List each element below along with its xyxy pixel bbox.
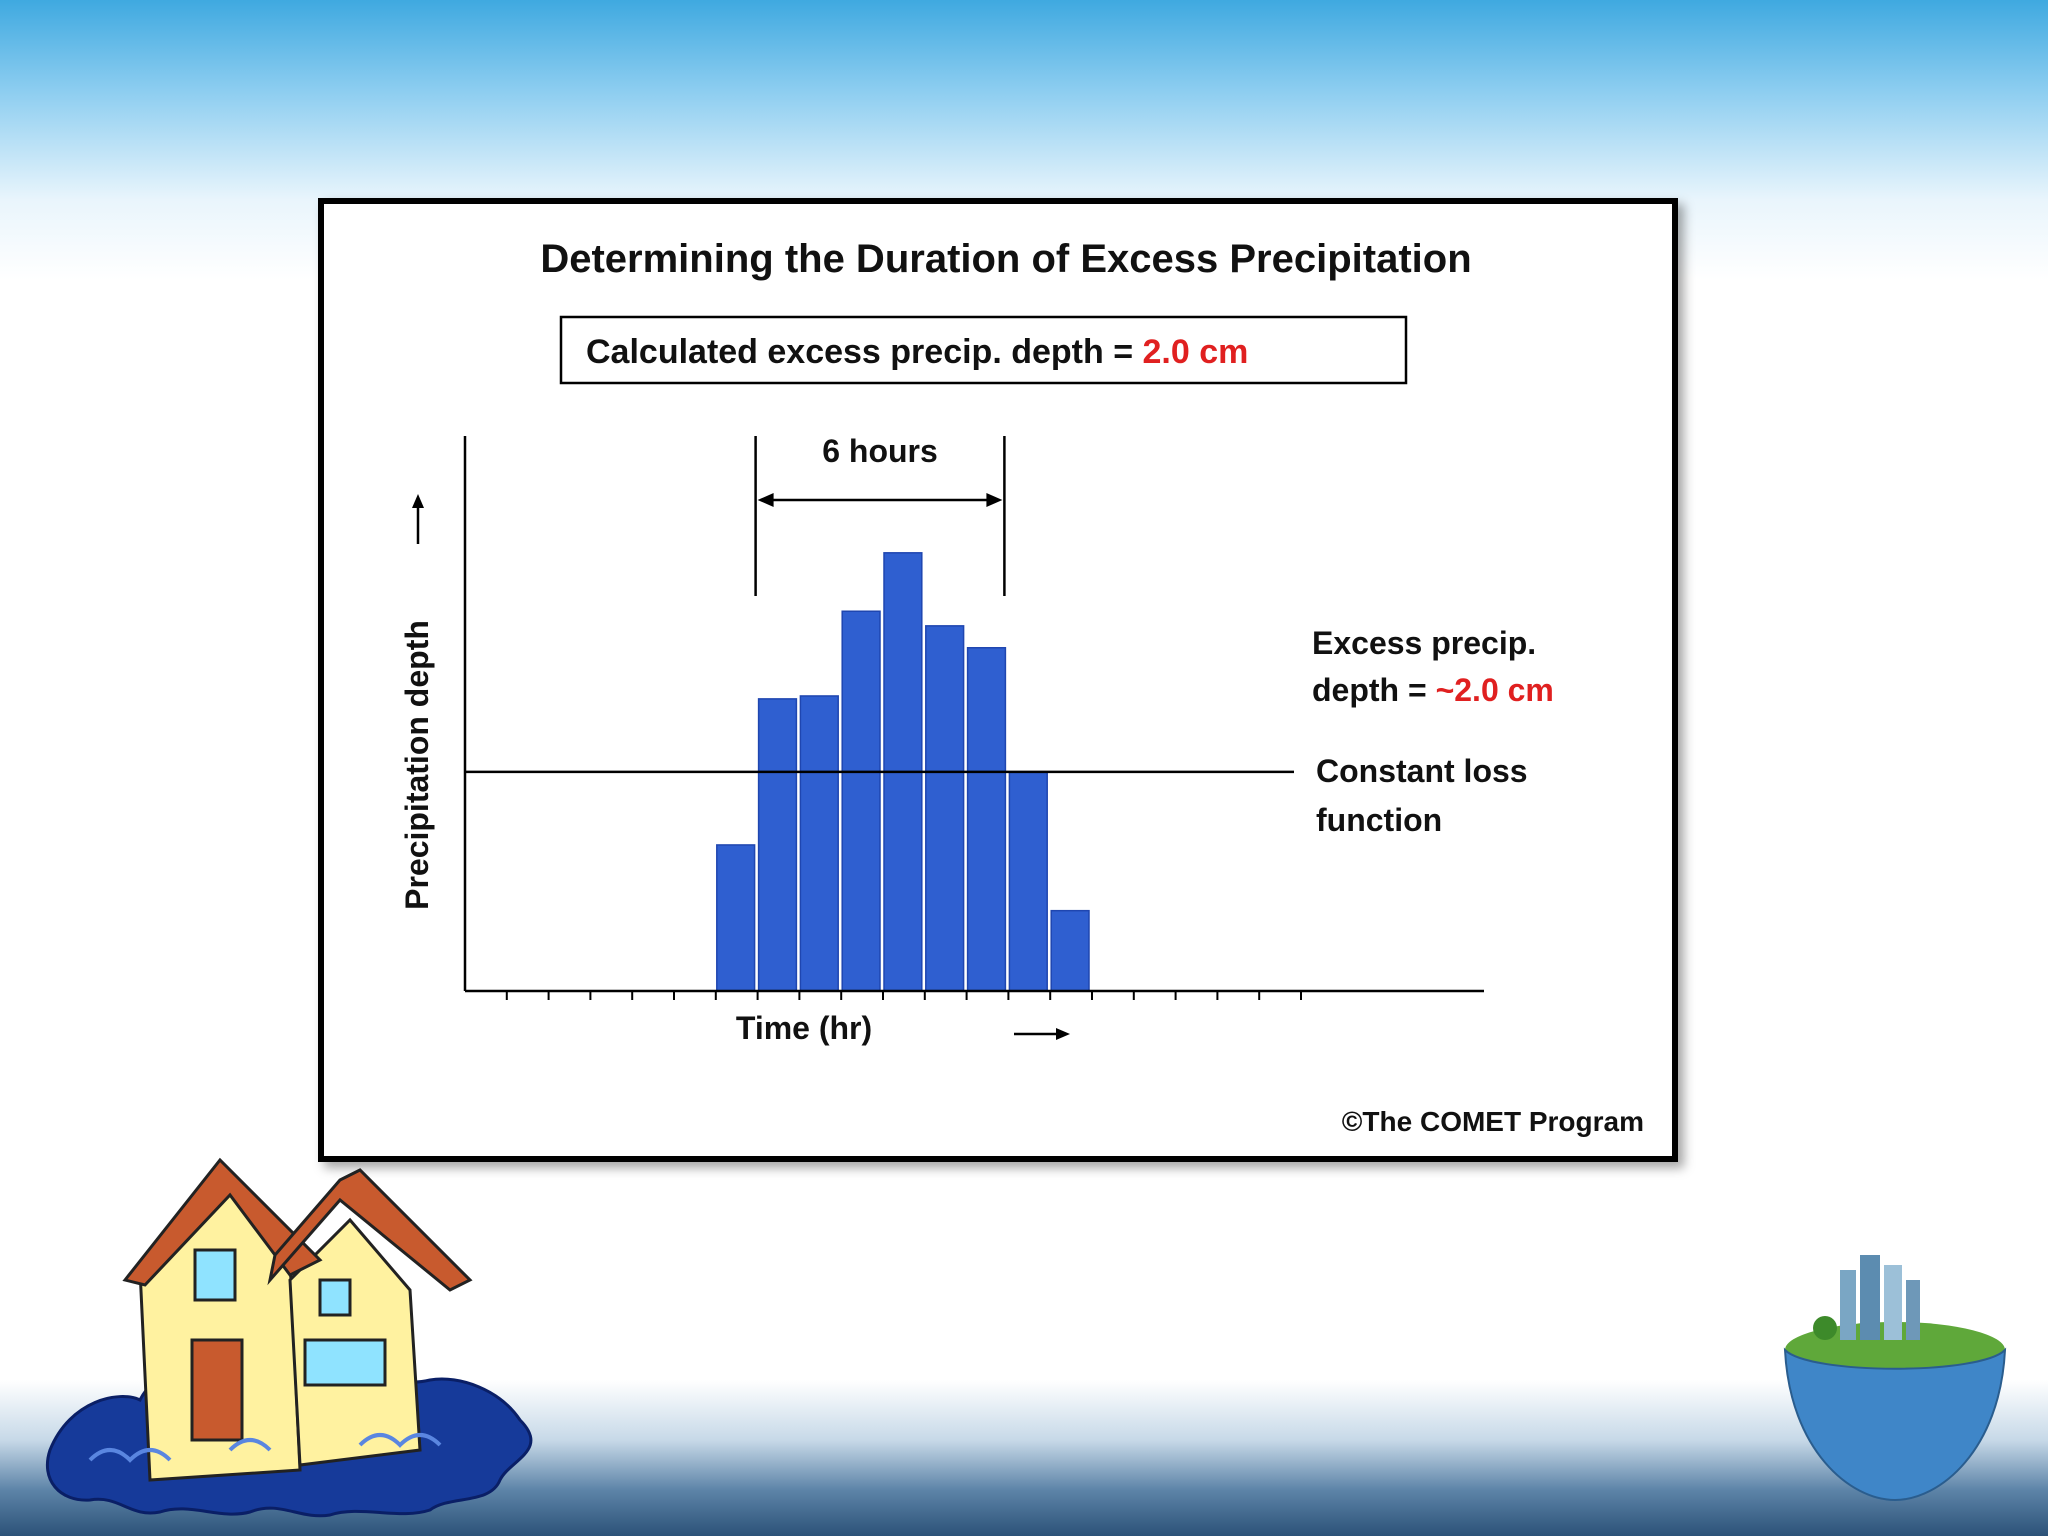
bar-8 [757,698,798,992]
city-tower-3 [1884,1265,1902,1340]
summary-label: Calculated excess precip. depth = [586,333,1143,371]
house-left-roof [122,1157,323,1287]
x-axis-arrow [1014,1028,1070,1040]
summary-box [559,315,1408,385]
globe-bowl [1783,1347,2007,1502]
summary-value: 2.0 cm [1143,333,1249,371]
bar-9 [799,695,839,992]
house-window-top-left [193,1248,237,1302]
y-axis-arrow [412,494,424,544]
bar-10 [841,610,881,992]
tree [1813,1316,1837,1340]
figure-frame: Determining the Duration of Excess Preci… [318,198,1678,1162]
x-axis-ticks [505,991,1302,1000]
bar-12 [925,625,965,992]
flood-waves [88,1433,442,1463]
bar-14 [1008,771,1048,992]
credit-text: ©The COMET Program [1342,1106,1644,1137]
bar-7 [716,844,756,992]
city-tower-2 [1860,1255,1880,1340]
loss-annotation-line1: Constant loss [1316,753,1528,789]
x-axis-label: Time (hr) [736,1010,872,1046]
city-tower-4 [1906,1280,1920,1340]
duration-label: 6 hours [822,433,938,469]
globe-city-illustration [1783,1255,2007,1502]
house-window-bottom [303,1338,387,1387]
city-tower-1 [1840,1270,1856,1340]
loss-annotation-line2: function [1316,802,1442,838]
chart-title: Determining the Duration of Excess Preci… [540,237,1471,281]
duration-arrow-left-head [757,493,774,507]
bar-15 [1050,909,1090,992]
excess-annotation-prefix: depth = [1312,672,1436,708]
bar-13 [966,647,1007,992]
flooded-house-illustration [45,1157,533,1518]
chart: Determining the Duration of Excess Preci… [399,237,1644,1137]
excess-annotation-line2: depth = ~2.0 cm [1312,672,1554,708]
house-window-top-right [318,1278,352,1317]
excess-annotation-value: ~2.0 cm [1436,672,1554,708]
y-axis-label: Precipitation depth [399,620,435,910]
house-right-roof [267,1168,473,1292]
excess-annotation-line1: Excess precip. [1312,625,1536,661]
summary-text: Calculated excess precip. depth = 2.0 cm [586,333,1248,371]
duration-arrow-right-head [986,493,1003,507]
house-door [190,1338,244,1442]
duration-marker: 6 hours [754,433,1006,596]
